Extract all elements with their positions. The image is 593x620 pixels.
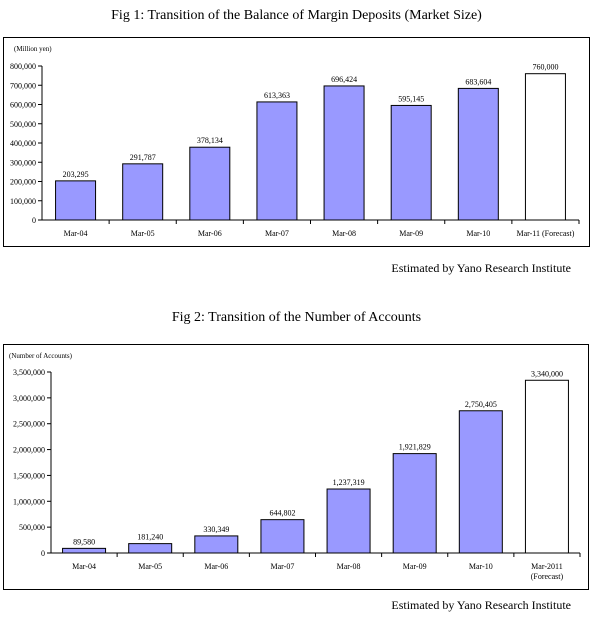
fig1-unit-label: (Million yen): [14, 45, 52, 53]
fig1-y-tick-label: 800,000: [10, 62, 36, 71]
fig2-data-label: 330,349: [203, 525, 229, 534]
fig1-bar: [189, 146, 231, 221]
fig2-x-tick-label: Mar-07: [271, 562, 295, 571]
fig1-y-tick-label: 600,000: [10, 101, 36, 110]
fig1-data-label: 378,134: [197, 136, 223, 145]
fig2-x-tick-label: Mar-06: [204, 562, 228, 571]
fig2-bar: [392, 453, 437, 554]
fig1-data-label: 203,295: [63, 170, 89, 179]
fig2-y-tick-label: 3,000,000: [13, 394, 45, 403]
fig1-bar: [323, 85, 365, 221]
fig1-chart-frame: (Million yen) 0 100,000 200,000 300,000 400,0…: [3, 37, 590, 247]
fig1-x-tick-label: Mar-05: [131, 229, 155, 238]
fig1-bar-chart: (Million yen) 0 100,000 200,000 300,000 400,0…: [10, 45, 580, 238]
fig2-x-tick-label: Mar-08: [337, 562, 361, 571]
fig1-x-tick-label: Mar-09: [399, 229, 423, 238]
fig2-y-tick-label: 3,500,000: [13, 368, 45, 377]
fig1-data-label: 760,000: [532, 63, 558, 72]
fig1-bar: [256, 101, 298, 221]
fig1-y-tick-label: 100,000: [10, 197, 36, 206]
fig1-x-tick-label: Mar-11 (Forecast): [516, 229, 574, 238]
fig2-x-tick-label: (Forecast): [531, 572, 564, 581]
fig2-y-tick-label: 1,000,000: [13, 497, 45, 506]
fig2-chart-frame: (Number of Accounts) 0 500,000 1,000,000 1,5…: [3, 344, 589, 590]
fig2-x-tick-label: Mar-04: [72, 562, 96, 571]
fig1-x-tick-label: Mar-06: [198, 229, 222, 238]
fig2-data-label: 2,750,405: [465, 400, 497, 409]
fig1-data-label: 613,363: [264, 91, 290, 100]
fig2-data-label: 1,237,319: [333, 478, 365, 487]
fig1-y-tick-label: 400,000: [10, 139, 36, 148]
fig1-bar: [457, 87, 499, 221]
fig2-x-tick-label: Mar-09: [403, 562, 427, 571]
fig1-bar: [55, 180, 97, 221]
fig1-y-tick-label: 500,000: [10, 120, 36, 129]
fig2-data-label: 89,580: [73, 537, 95, 546]
fig2-y-tick-label: 500,000: [19, 523, 45, 532]
fig2-bar-forecast: [524, 379, 569, 554]
fig1-bar-forecast: [524, 73, 566, 221]
fig1-data-label: 696,424: [331, 75, 357, 84]
fig2-data-label: 644,802: [269, 509, 295, 518]
fig2-bar: [458, 410, 503, 554]
fig2-data-label: 181,240: [137, 533, 163, 542]
fig2-source-note: Estimated by Yano Research Institute: [391, 598, 571, 612]
fig2-y-tick-label: 1,500,000: [13, 471, 45, 480]
fig1-x-tick-label: Mar-04: [64, 229, 88, 238]
fig1-x-tick-label: Mar-10: [466, 229, 490, 238]
fig2-unit-label: (Number of Accounts): [9, 352, 73, 360]
fig2-bar-chart: (Number of Accounts) 0 500,000 1,000,000 1,5…: [9, 352, 581, 581]
fig2-bar: [260, 519, 305, 554]
fig2-x-tick-label: Mar-2011: [531, 562, 563, 571]
fig1-title: Fig 1: Transition of the Balance of Marg…: [111, 8, 482, 23]
fig1-bar: [390, 104, 432, 221]
fig1-y-tick-label: 700,000: [10, 81, 36, 90]
fig2-x-tick-label: Mar-05: [138, 562, 162, 571]
fig2-bar: [326, 488, 371, 554]
fig1-y-tick-label: 300,000: [10, 158, 36, 167]
fig1-y-tick-label: 0: [32, 216, 36, 225]
fig2-bar: [194, 535, 239, 554]
fig1-data-label: 291,787: [130, 153, 156, 162]
fig1-x-tick-label: Mar-08: [332, 229, 356, 238]
fig1-data-label: 683,604: [465, 77, 491, 86]
fig2-x-tick-label: Mar-10: [469, 562, 493, 571]
fig2-y-tick-label: 0: [41, 549, 45, 558]
fig1-bar: [122, 163, 164, 221]
fig2-data-label: 1,921,829: [399, 443, 431, 452]
fig1-data-label: 595,145: [398, 94, 424, 103]
fig2-y-tick-label: 2,500,000: [13, 420, 45, 429]
fig1-x-tick-label: Mar-07: [265, 229, 289, 238]
fig2-data-label: 3,340,000: [531, 369, 563, 378]
fig2-bar: [128, 543, 173, 554]
fig1-source-note: Estimated by Yano Research Institute: [391, 261, 571, 275]
fig2-bar: [62, 547, 107, 554]
fig1-y-tick-label: 200,000: [10, 178, 36, 187]
fig2-y-tick-label: 2,000,000: [13, 446, 45, 455]
fig2-title: Fig 2: Transition of the Number of Accou…: [171, 310, 422, 325]
